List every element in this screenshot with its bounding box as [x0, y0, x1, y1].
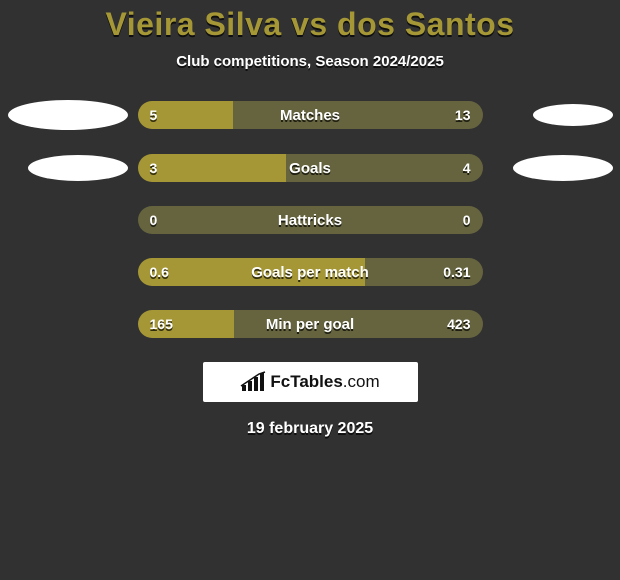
bar-right [286, 154, 483, 182]
stat-row: 5 13 Matches [0, 100, 620, 130]
player2-marker-slot [483, 155, 613, 181]
bar-left [138, 101, 234, 129]
player1-marker-slot [8, 155, 138, 181]
stat-bar-goals: 3 4 Goals [138, 154, 483, 182]
date-label: 19 february 2025 [0, 420, 620, 438]
player2-marker [513, 155, 613, 181]
bar-left [138, 154, 286, 182]
bar-right [233, 101, 482, 129]
source-logo: FcTables.com [203, 362, 418, 402]
stat-row: 165 423 Min per goal [0, 310, 620, 338]
bar-right [138, 206, 483, 234]
bar-right [234, 310, 482, 338]
player2-marker-slot [483, 104, 613, 126]
bar-left [138, 258, 365, 286]
logo-suffix: .com [343, 372, 380, 391]
player1-marker [28, 155, 128, 181]
stat-row: 0 0 Hattricks [0, 206, 620, 234]
logo-text: FcTables.com [270, 372, 379, 392]
stat-row: 0.6 0.31 Goals per match [0, 258, 620, 286]
comparison-infographic: Vieira Silva vs dos Santos Club competit… [0, 0, 620, 438]
bar-right [365, 258, 483, 286]
page-title: Vieira Silva vs dos Santos [0, 6, 620, 43]
subtitle: Club competitions, Season 2024/2025 [0, 53, 620, 70]
barchart-icon [240, 371, 266, 393]
bar-left [138, 310, 235, 338]
player1-marker [8, 100, 128, 130]
player2-marker [533, 104, 613, 126]
logo-brand: FcTables [270, 372, 342, 391]
stat-bar-hattricks: 0 0 Hattricks [138, 206, 483, 234]
stat-bar-mpg: 165 423 Min per goal [138, 310, 483, 338]
stat-bar-matches: 5 13 Matches [138, 101, 483, 129]
stat-bar-gpm: 0.6 0.31 Goals per match [138, 258, 483, 286]
player1-marker-slot [8, 100, 138, 130]
stat-row: 3 4 Goals [0, 154, 620, 182]
